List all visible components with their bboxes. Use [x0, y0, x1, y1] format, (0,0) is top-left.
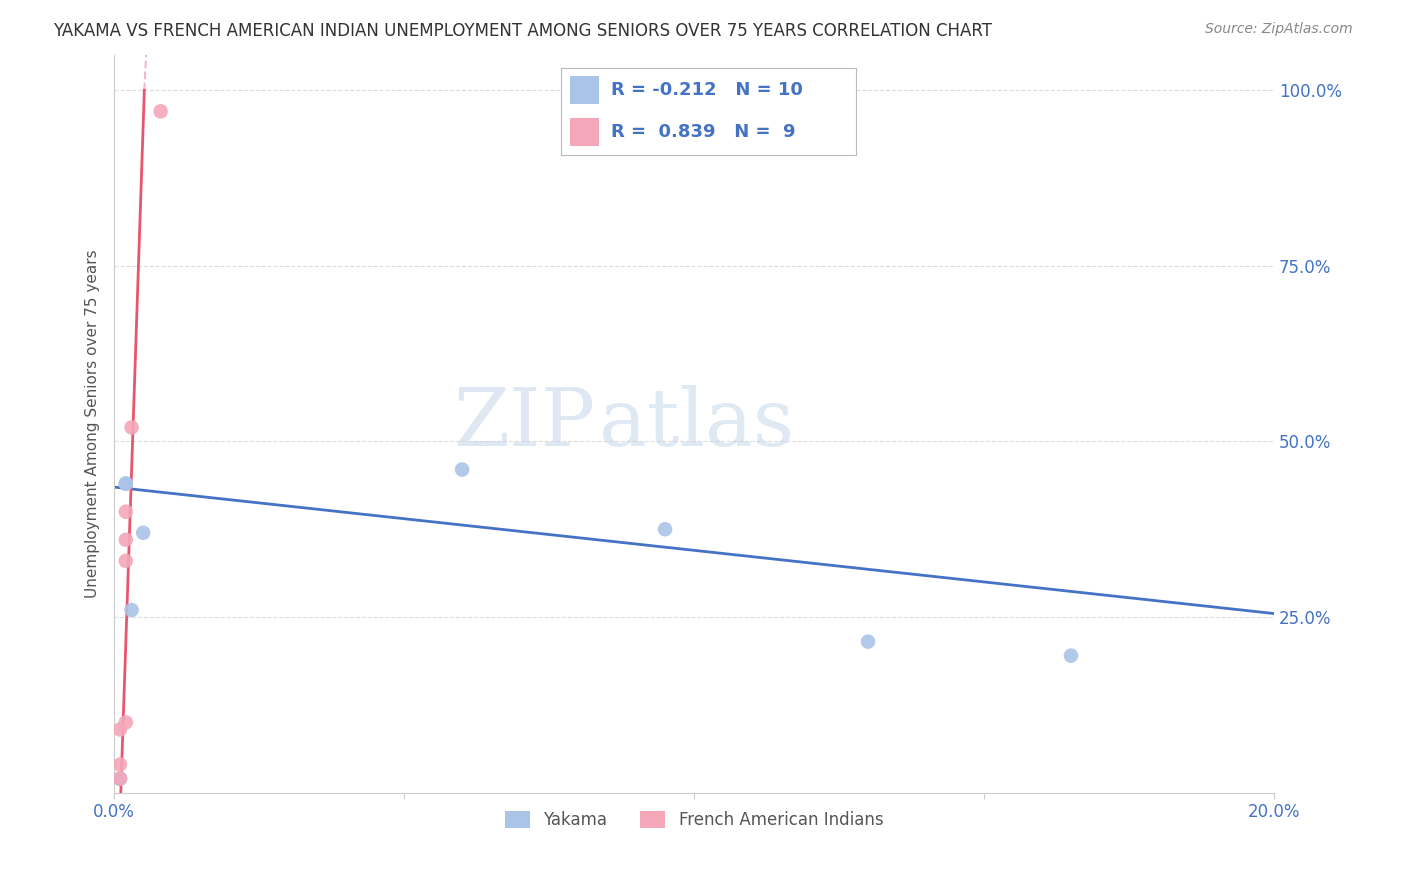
Point: [114, 476, 136, 491]
Point: [108, 772, 131, 786]
Point: [1060, 648, 1083, 663]
Point: [108, 772, 131, 786]
Point: [114, 715, 136, 730]
Point: [108, 723, 131, 737]
Text: atlas: atlas: [599, 384, 794, 463]
Point: [451, 462, 474, 476]
Point: [149, 104, 172, 119]
Legend: Yakama, French American Indians: Yakama, French American Indians: [498, 805, 890, 836]
Text: Source: ZipAtlas.com: Source: ZipAtlas.com: [1205, 22, 1353, 37]
Point: [114, 505, 136, 519]
Point: [121, 603, 143, 617]
Point: [114, 476, 136, 491]
Point: [114, 533, 136, 547]
Point: [121, 420, 143, 434]
Text: YAKAMA VS FRENCH AMERICAN INDIAN UNEMPLOYMENT AMONG SENIORS OVER 75 YEARS CORREL: YAKAMA VS FRENCH AMERICAN INDIAN UNEMPLO…: [53, 22, 993, 40]
Point: [108, 772, 131, 786]
Point: [108, 757, 131, 772]
Y-axis label: Unemployment Among Seniors over 75 years: Unemployment Among Seniors over 75 years: [86, 250, 100, 599]
Point: [856, 634, 879, 648]
Point: [114, 554, 136, 568]
Text: ZIP: ZIP: [454, 384, 596, 463]
Point: [132, 525, 155, 540]
Point: [654, 522, 676, 536]
